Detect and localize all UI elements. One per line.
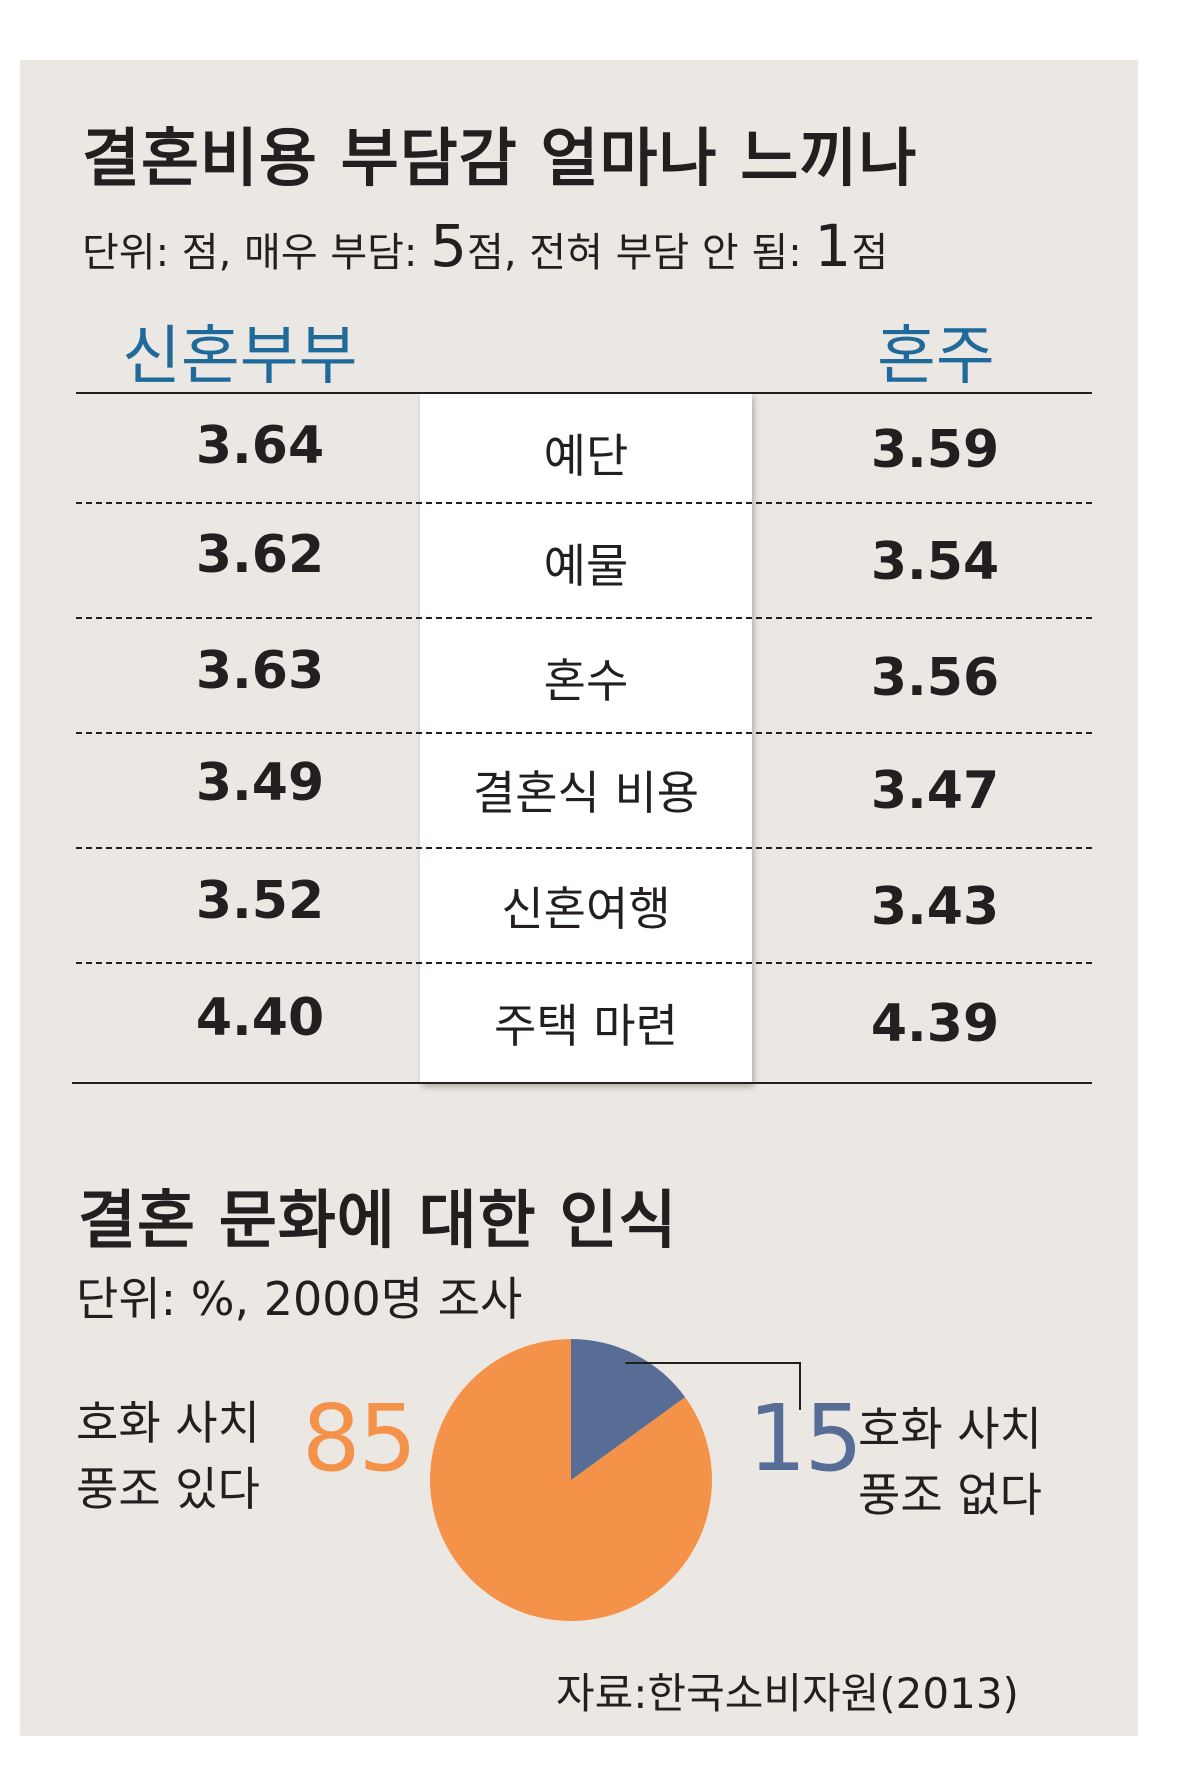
parents-value: 4.39 [870, 994, 1000, 1054]
row-divider [76, 962, 1092, 964]
table-unit-note: 단위: 점, 매우 부담: 5점, 전혀 부담 안 됨: 1점 [82, 212, 888, 280]
pie-value-no: 15 [748, 1385, 863, 1492]
pie-title: 결혼 문화에 대한 인식 [78, 1184, 678, 1257]
pie-label-no-line1: 호화 사치 [858, 1402, 1042, 1456]
category-label: 예물 [543, 539, 629, 593]
parents-value: 3.43 [870, 877, 1000, 937]
parents-value: 3.59 [870, 420, 1000, 480]
column-header-parents: 혼주 [877, 320, 995, 394]
unit-text: 점, 전혀 부담 안 됨: [467, 230, 815, 276]
row-divider [76, 847, 1092, 849]
row-divider [76, 617, 1092, 619]
source-credit: 자료:한국소비자원(2013) [556, 1669, 1019, 1718]
category-column [420, 394, 752, 1084]
pie-label-yes: 호화 사치 풍조 있다 [76, 1390, 260, 1522]
unit-text: 단위: 점, 매우 부담: [82, 230, 431, 276]
newlyweds-value: 3.64 [195, 416, 325, 476]
newlyweds-value: 3.63 [195, 641, 325, 701]
row-divider [76, 732, 1092, 734]
category-label: 결혼식 비용 [472, 766, 700, 820]
pie-slice-no [571, 1339, 686, 1480]
parents-value: 3.54 [870, 532, 1000, 592]
newlyweds-value: 4.40 [195, 988, 325, 1048]
column-header-newlyweds: 신혼부부 [122, 320, 358, 394]
pie-label-no: 호화 사치 풍조 없다 [858, 1396, 1042, 1528]
table-bottom-rule [72, 1082, 1092, 1084]
parents-value: 3.47 [870, 761, 1000, 821]
newlyweds-value: 3.62 [195, 525, 325, 585]
newlyweds-value: 3.49 [195, 753, 325, 813]
table-top-rule [76, 392, 1092, 394]
unit-text: 점 [851, 230, 889, 276]
table-title: 결혼비용 부담감 얼마나 느끼나 [82, 122, 918, 195]
leader-line [625, 1362, 801, 1410]
unit-min-score: 1 [814, 212, 852, 280]
pie-slice-yes [429, 1339, 712, 1621]
pie-unit-note: 단위: %, 2000명 조사 [76, 1272, 523, 1326]
pie-label-yes-line1: 호화 사치 [76, 1396, 260, 1450]
row-divider [76, 502, 1092, 504]
parents-value: 3.56 [870, 648, 1000, 708]
category-label: 예단 [543, 429, 629, 483]
newlyweds-value: 3.52 [195, 871, 325, 931]
unit-max-score: 5 [430, 212, 468, 280]
pie-label-no-line2: 풍조 없다 [858, 1468, 1042, 1522]
category-label: 혼수 [543, 654, 629, 708]
pie-label-yes-line2: 풍조 있다 [76, 1462, 260, 1516]
category-label: 신혼여행 [501, 882, 671, 936]
category-label: 주택 마련 [494, 999, 678, 1053]
pie-value-yes: 85 [302, 1385, 417, 1492]
